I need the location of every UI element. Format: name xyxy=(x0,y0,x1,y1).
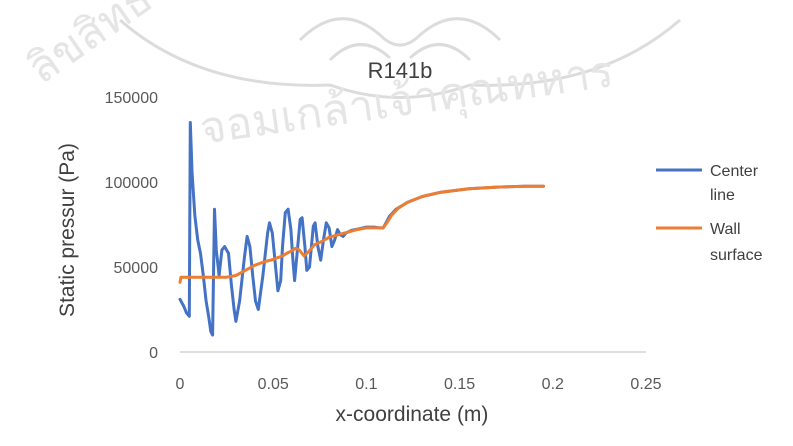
series-line-wall-surface xyxy=(178,184,545,284)
x-tick-label: 0.15 xyxy=(444,376,475,393)
legend-label-center-line-2: line xyxy=(710,187,735,204)
y-tick-label: 0 xyxy=(149,345,158,362)
legend-label-wall-surface-2: surface xyxy=(710,247,763,264)
y-tick-label: 150000 xyxy=(105,90,158,107)
y-tick-label: 50000 xyxy=(114,260,159,277)
x-axis-label: x-coordinate (m) xyxy=(336,403,489,426)
chart-title: R141b xyxy=(368,58,433,83)
legend-label-wall-surface-1: Wall xyxy=(710,221,741,238)
legend-label-center-line-1: Center xyxy=(710,163,759,180)
x-tick-label: 0.25 xyxy=(630,376,661,393)
x-tick-label: 0 xyxy=(176,376,185,393)
legend: Center line Wall surface xyxy=(656,163,763,264)
y-axis-ticks: 0 50000 100000 150000 xyxy=(105,90,158,362)
x-tick-label: 0.2 xyxy=(542,376,564,393)
x-tick-label: 0.1 xyxy=(355,376,377,393)
x-tick-label: 0.05 xyxy=(258,376,289,393)
y-tick-label: 100000 xyxy=(105,175,158,192)
y-axis-label: Static pressur (Pa) xyxy=(56,143,79,317)
series-layer xyxy=(178,121,545,337)
x-axis-ticks: 0 0.05 0.1 0.15 0.2 0.25 xyxy=(176,376,662,393)
